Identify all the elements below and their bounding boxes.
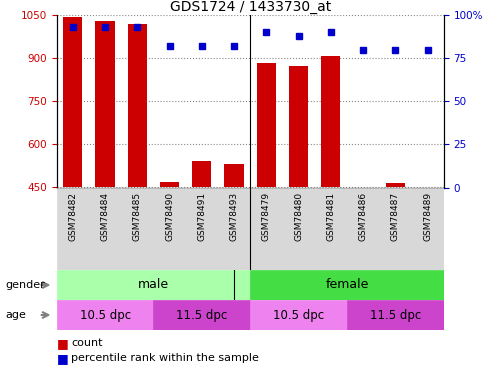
Bar [250, 300, 347, 330]
Bar [57, 270, 250, 300]
Text: GSM78490: GSM78490 [165, 192, 174, 241]
Text: GSM78482: GSM78482 [69, 192, 77, 241]
Text: male: male [138, 279, 169, 291]
Bar [347, 300, 444, 330]
Bar [121, 188, 153, 270]
Text: GSM78489: GSM78489 [423, 192, 432, 241]
Bar [186, 188, 218, 270]
Bar [257, 63, 276, 188]
Text: GSM78479: GSM78479 [262, 192, 271, 241]
Bar [153, 188, 186, 270]
Bar [57, 300, 153, 330]
Text: GSM78487: GSM78487 [391, 192, 400, 241]
Text: percentile rank within the sample: percentile rank within the sample [71, 353, 259, 363]
Bar [160, 182, 179, 188]
Text: GSM78486: GSM78486 [358, 192, 368, 241]
Text: GSM78481: GSM78481 [326, 192, 335, 241]
Text: GSM78480: GSM78480 [294, 192, 303, 241]
Text: female: female [325, 279, 369, 291]
Text: age: age [5, 310, 26, 320]
Text: GSM78485: GSM78485 [133, 192, 142, 241]
Text: 10.5 dpc: 10.5 dpc [79, 309, 131, 321]
Bar [379, 188, 412, 270]
Text: 10.5 dpc: 10.5 dpc [273, 309, 324, 321]
Bar [412, 188, 444, 270]
Bar [153, 300, 250, 330]
Text: GSM78491: GSM78491 [197, 192, 207, 241]
Bar [282, 188, 315, 270]
Text: 11.5 dpc: 11.5 dpc [176, 309, 227, 321]
Text: ■: ■ [57, 352, 69, 364]
Text: GSM78493: GSM78493 [230, 192, 239, 241]
Title: GDS1724 / 1433730_at: GDS1724 / 1433730_at [170, 0, 331, 14]
Bar [63, 17, 82, 188]
Bar [218, 188, 250, 270]
Bar [315, 188, 347, 270]
Bar [128, 24, 147, 188]
Bar [57, 188, 89, 270]
Bar [321, 56, 341, 188]
Bar [386, 183, 405, 188]
Bar [250, 270, 444, 300]
Bar [250, 188, 282, 270]
Bar [192, 161, 211, 188]
Text: ■: ■ [57, 337, 69, 350]
Bar [353, 187, 373, 188]
Bar [224, 164, 244, 188]
Text: gender: gender [5, 280, 45, 290]
Bar [89, 188, 121, 270]
Bar [289, 66, 308, 188]
Bar [347, 188, 379, 270]
Text: GSM78484: GSM78484 [101, 192, 109, 241]
Text: 11.5 dpc: 11.5 dpc [370, 309, 421, 321]
Text: count: count [71, 338, 103, 348]
Bar [96, 21, 115, 188]
